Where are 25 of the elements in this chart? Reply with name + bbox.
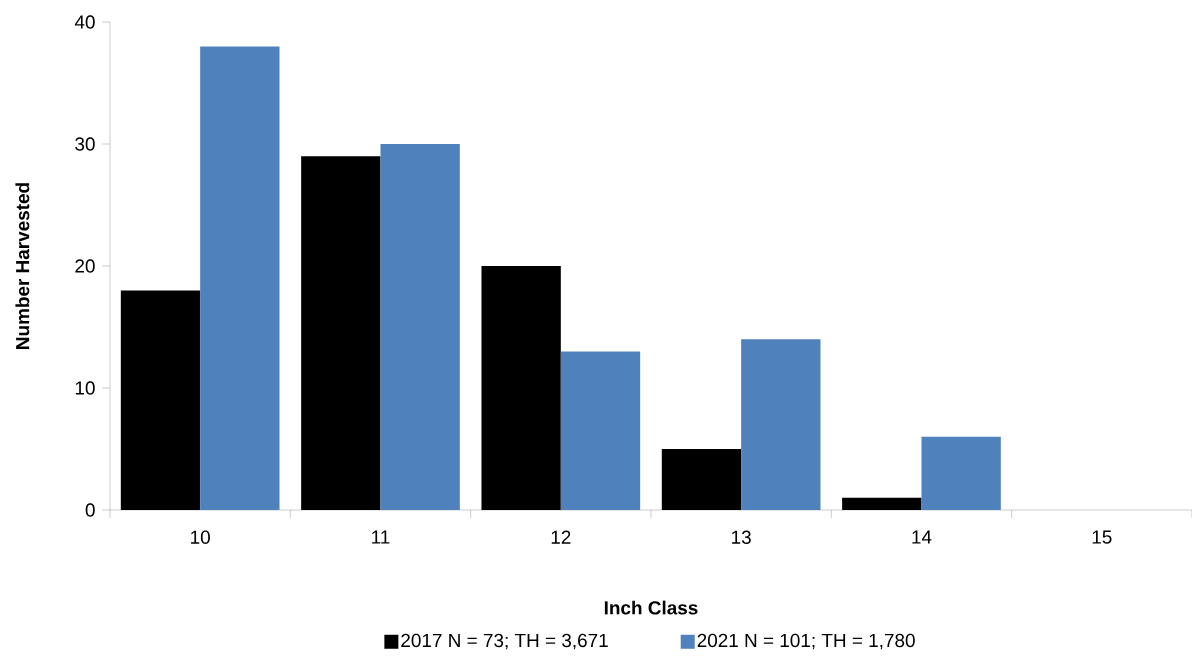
x-axis-title: Inch Class xyxy=(604,600,698,615)
bar xyxy=(921,436,1001,510)
x-tick-label: 13 xyxy=(732,530,751,544)
bar xyxy=(741,339,821,510)
y-tick-label: 20 xyxy=(75,259,95,273)
bar xyxy=(301,156,381,510)
bar xyxy=(481,266,561,510)
legend-label: 2017 N = 73; TH = 3,671 xyxy=(401,633,608,650)
y-tick-label: 30 xyxy=(75,137,95,151)
y-axis-title: Number Harvested xyxy=(15,183,30,349)
x-tick-label: 12 xyxy=(551,530,571,544)
y-tick-label: 40 xyxy=(74,15,95,29)
bar xyxy=(380,144,460,510)
y-tick-label: 0 xyxy=(85,503,95,517)
bar xyxy=(560,351,641,510)
y-tick-label: 10 xyxy=(75,381,95,395)
x-tick-label: 15 xyxy=(1092,530,1112,544)
bar xyxy=(120,290,201,510)
bar xyxy=(661,449,742,510)
x-tick-label: 14 xyxy=(912,530,932,544)
x-tick-label: 11 xyxy=(372,530,390,544)
bar xyxy=(842,497,922,510)
bar xyxy=(200,46,280,510)
x-tick-label: 10 xyxy=(191,530,210,544)
legend-label: 2021 N = 101; TH = 1,780 xyxy=(697,633,915,650)
